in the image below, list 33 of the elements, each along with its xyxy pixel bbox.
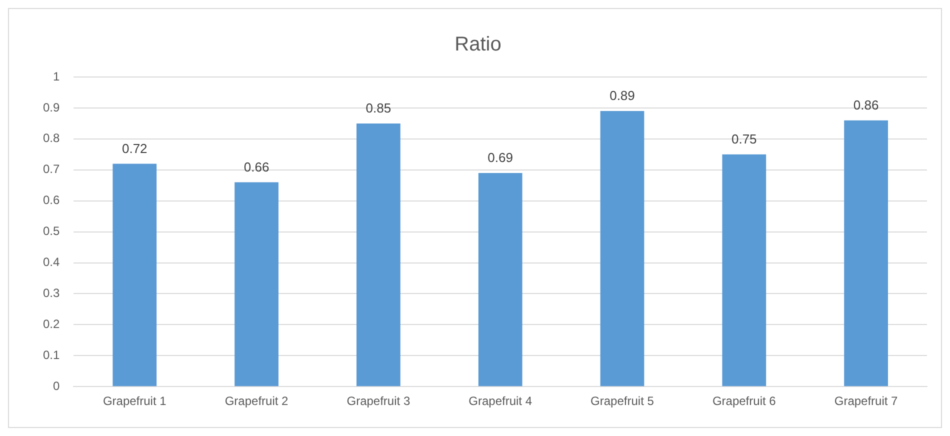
x-tick-label: Grapefruit 2: [224, 394, 289, 408]
y-tick-label: 1: [52, 69, 60, 84]
data-label: 0.89: [610, 88, 635, 104]
data-label: 0.86: [853, 97, 879, 112]
bar: [478, 172, 522, 386]
x-tick-label: Grapefruit 3: [346, 394, 410, 408]
data-label: 0.66: [244, 159, 270, 174]
y-tick-label: 0.1: [42, 348, 60, 362]
y-tick-label: 0: [52, 378, 60, 393]
y-tick-label: 0.8: [42, 131, 60, 146]
bar: [112, 164, 157, 386]
y-tick-label: 0.6: [42, 193, 60, 208]
y-tick-label: 0.9: [42, 100, 60, 114]
bar: [600, 111, 644, 386]
x-tick-label: Grapefruit 4: [468, 394, 532, 408]
x-tick-label: Grapefruit 7: [834, 394, 898, 408]
y-tick-label: 0.4: [42, 255, 60, 270]
bar: [234, 182, 278, 386]
bar: [356, 123, 400, 386]
y-tick-label: 0.7: [42, 162, 60, 176]
y-tick-label: 0.5: [42, 224, 60, 238]
x-tick-label: Grapefruit 1: [102, 394, 167, 408]
x-tick-label: Grapefruit 6: [712, 394, 776, 408]
chart-title: Ratio: [454, 34, 502, 56]
data-label: 0.69: [488, 150, 513, 166]
data-label: 0.75: [731, 131, 757, 146]
data-label: 0.85: [366, 100, 392, 116]
y-tick-label: 0.2: [42, 316, 60, 331]
data-label: 0.72: [122, 140, 148, 156]
bar: [722, 154, 766, 386]
bar: [844, 120, 888, 386]
x-tick-label: Grapefruit 5: [590, 394, 654, 408]
y-tick-label: 0.3: [42, 286, 60, 300]
